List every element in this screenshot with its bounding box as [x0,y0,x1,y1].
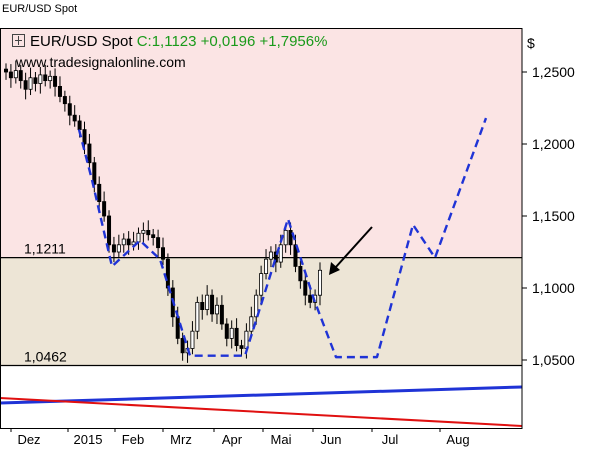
candle-body [210,294,215,315]
candle-body [67,103,72,116]
candle-body [219,304,224,325]
x-tick-label: Mrz [170,432,192,447]
candle-body [136,232,141,243]
legend-change: +0,0196 [200,33,256,50]
candle-body [317,269,322,296]
candle-body [111,244,116,253]
x-tick-label: 2015 [74,432,103,447]
candle-body [200,301,205,310]
candle-body [62,96,67,105]
candle-body [156,237,161,249]
candle-body [38,74,43,84]
candle-body [180,337,185,354]
x-tick-label: Jul [382,432,399,447]
red-trendline [0,397,523,427]
y-tick-label: 1,2500 [532,64,575,80]
candle-body [33,77,38,84]
candle-body [87,143,92,164]
candle-body [264,258,269,275]
candle-body [92,162,97,185]
candle-body [116,244,121,253]
projection-path [77,117,488,359]
candle-body [146,229,151,236]
currency-label: $ [527,35,535,51]
x-tick-label: Dez [17,432,40,447]
candle-body [28,77,33,90]
chart-top-label: EUR/USD Spot [2,3,78,15]
candle-body [234,327,239,347]
candle-body [8,71,13,79]
candle-body [160,247,165,260]
legend-change-pct: +1,7956% [259,33,328,50]
candle-body [97,183,102,203]
legend-name: EUR/USD Spot [30,33,133,50]
candle-body [43,74,48,82]
candle-body [283,229,288,246]
candle-body [175,316,180,339]
candle-body [214,304,219,315]
candle-body [249,316,254,332]
level-label: 1,1211 [24,241,66,257]
candle-body [273,251,278,263]
x-tick-label: Mai [271,432,292,447]
candle-body [303,280,308,296]
candle-body [72,114,77,122]
y-tick-label: 1,2000 [532,136,575,152]
candle-body [13,70,18,79]
candle-body [18,70,23,82]
candle-body [308,294,313,303]
x-tick-label: Aug [446,432,469,447]
candle-body [48,75,53,82]
x-tick-label: Feb [122,432,144,447]
candle-body [239,345,244,349]
candle-body [82,129,87,145]
candle-body [293,244,298,267]
upper-zone [0,28,522,258]
candle-body [77,120,82,130]
x-tick-label: Apr [222,432,243,447]
candle-body [224,323,229,339]
candle-body [165,258,170,289]
source-watermark: www.tradesignalonline.com [16,54,186,70]
y-tick-label: 1,1000 [532,280,575,296]
candle-body [121,238,126,246]
candle-body [244,330,249,349]
candle-body [190,330,195,349]
candle-body [102,201,107,217]
candle-body [107,215,112,246]
candle-body [126,238,131,246]
candle-body [254,294,259,318]
lower-zone [0,365,522,428]
candle-body [57,86,62,97]
indicator-icon [12,34,25,47]
annotation-arrow [334,226,373,269]
annotation-arrowhead [329,262,340,275]
plot-frame [0,28,523,429]
candle-body [268,251,273,260]
y-tick-label: 1,1500 [532,208,575,224]
candle-body [53,75,58,87]
y-tick-label: 1,0500 [532,352,575,368]
level-label: 1,0462 [24,348,67,364]
candle-body [141,229,146,234]
candle-body [205,294,210,311]
candle-body [23,80,28,90]
legend: EUR/USD Spot C:1,1123 +0,0196 +1,7956% [12,33,327,50]
candle-body [298,265,303,282]
candle-body [259,273,264,296]
x-tick-label: Jun [321,432,342,447]
blue-trendline [0,385,523,405]
legend-close: C:1,1123 [136,33,197,50]
candle-body [4,68,9,73]
candle-body [151,234,156,239]
candle-body [278,244,283,263]
candle-body [229,327,234,339]
candle-body [288,229,293,246]
candle-body [195,301,200,332]
